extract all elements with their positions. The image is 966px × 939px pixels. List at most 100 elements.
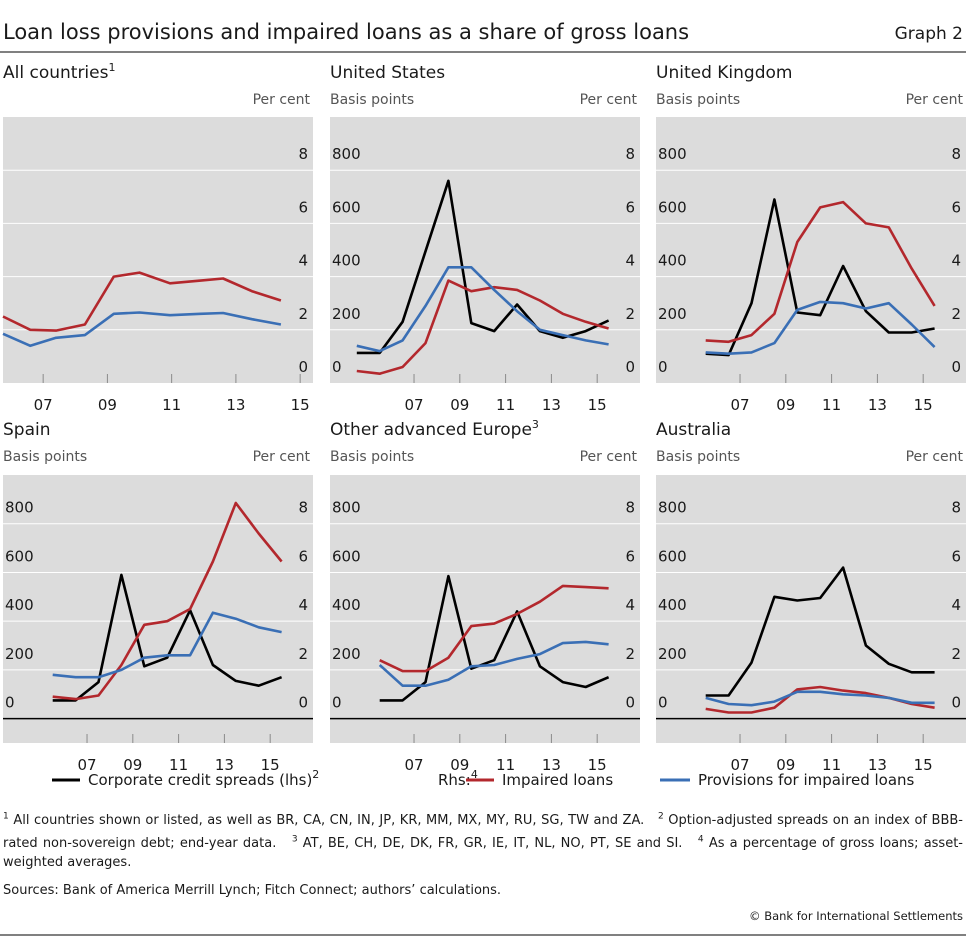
y2-tick-label: 8 [951,499,961,517]
x-tick-label: 09 [98,396,117,414]
title: Loan loss provisions and impaired loans … [3,20,689,44]
x-tick-label: 15 [914,396,933,414]
legend-label: Provisions for impaired loans [698,771,915,789]
y2-axis-label: Per cent [906,449,964,465]
panel-title: Australia [656,420,731,440]
x-tick-label: 11 [496,756,515,774]
series-line [705,566,935,697]
x-tick-label: 07 [77,756,96,774]
y-tick-label: 0 [5,694,15,712]
y2-tick-label: 4 [625,596,635,614]
series-line [356,279,609,375]
y2-tick-label: 0 [298,694,308,712]
y2-tick-label: 2 [625,305,635,323]
plot-area [656,117,966,383]
footnote: 4 As a percentage of gross loans; asset-… [3,834,963,870]
sources: Sources: Bank of America Merrill Lynch; … [3,883,502,898]
x-tick-label: 15 [261,756,280,774]
footnote-text: As a percentage of gross loans; asset-we… [3,835,963,870]
y-tick-label: 800 [5,499,34,517]
footnote: 3 AT, BE, CH, DE, DK, FR, GR, IE, IT, NL… [291,834,698,850]
y-tick-label: 200 [658,645,687,663]
legend-label: Rhs:4 [438,768,478,789]
y2-tick-label: 2 [298,305,308,323]
y-tick-label: 600 [658,198,687,216]
y2-tick-label: 2 [951,305,961,323]
y-tick-label: 600 [332,547,361,565]
y-tick-label: 200 [332,645,361,663]
y-tick-label: 600 [5,547,34,565]
x-tick-label: 15 [588,396,607,414]
footnotes: 1 All countries shown or listed, as well… [3,808,963,872]
y-tick-label: 0 [332,358,342,376]
legend-note: 2 [312,768,319,781]
y-tick-label: 400 [658,596,687,614]
y-tick-label: 200 [332,305,361,323]
y-axis-label: Basis points [656,92,740,108]
series-line [2,311,282,348]
y2-tick-label: 8 [298,145,308,163]
x-tick-label: 09 [450,756,469,774]
y-axis-label: Basis points [3,449,87,465]
y-tick-label: 600 [332,198,361,216]
title-note: 3 [532,418,539,431]
footnote-mark: 2 [657,812,664,822]
y2-tick-label: 0 [298,358,308,376]
x-tick-label: 11 [496,396,515,414]
x-tick-label: 09 [776,756,795,774]
panel-title: Spain [3,420,51,440]
x-tick-label: 09 [450,396,469,414]
x-tick-label: 13 [226,396,245,414]
footnote: 1 All countries shown or listed, as well… [3,812,658,828]
x-tick-label: 13 [215,756,234,774]
y2-tick-label: 2 [625,645,635,663]
legend-label: Corporate credit spreads (lhs)2 [88,768,319,789]
y2-tick-label: 4 [951,252,961,270]
y2-tick-label: 6 [298,198,308,216]
y-tick-label: 800 [658,145,687,163]
y2-tick-label: 4 [298,252,308,270]
y-tick-label: 200 [658,305,687,323]
plot-area [3,117,313,383]
y2-tick-label: 6 [951,198,961,216]
y2-tick-label: 4 [951,596,961,614]
y2-tick-label: 0 [951,694,961,712]
title-note: 1 [108,61,115,74]
y2-tick-label: 2 [298,645,308,663]
x-tick-label: 07 [730,396,749,414]
x-tick-label: 07 [404,756,423,774]
y2-tick-label: 6 [625,198,635,216]
y2-tick-label: 4 [298,596,308,614]
panel-title: Other advanced Europe3 [330,418,539,440]
y2-tick-label: 8 [951,145,961,163]
x-tick-label: 11 [162,396,181,414]
x-tick-label: 15 [588,756,607,774]
x-tick-label: 09 [776,396,795,414]
y-tick-label: 0 [658,694,668,712]
graph-label: Graph 2 [895,24,963,44]
plot-area [3,475,313,743]
legend-note: 4 [471,768,478,781]
footnote-text: Option-adjusted spreads on an index of B… [3,813,963,851]
series-line [379,574,610,702]
series-line [705,200,936,344]
footnote-mark: 3 [291,834,298,845]
plot-area [330,117,640,383]
x-tick-label: 07 [404,396,423,414]
footnote: 2 Option-adjusted spreads on an index of… [3,812,963,851]
y-tick-label: 800 [658,499,687,517]
series-line [705,300,936,355]
x-tick-label: 13 [542,396,561,414]
y2-tick-label: 0 [951,358,961,376]
y2-tick-label: 6 [951,547,961,565]
y2-axis-label: Per cent [253,92,311,108]
x-tick-label: 09 [123,756,142,774]
panel-title: United Kingdom [656,63,792,83]
y2-tick-label: 6 [625,547,635,565]
y2-tick-label: 8 [298,499,308,517]
series-line [52,573,283,702]
plot-area [330,475,640,743]
series-line [705,690,935,707]
y2-tick-label: 4 [625,252,635,270]
